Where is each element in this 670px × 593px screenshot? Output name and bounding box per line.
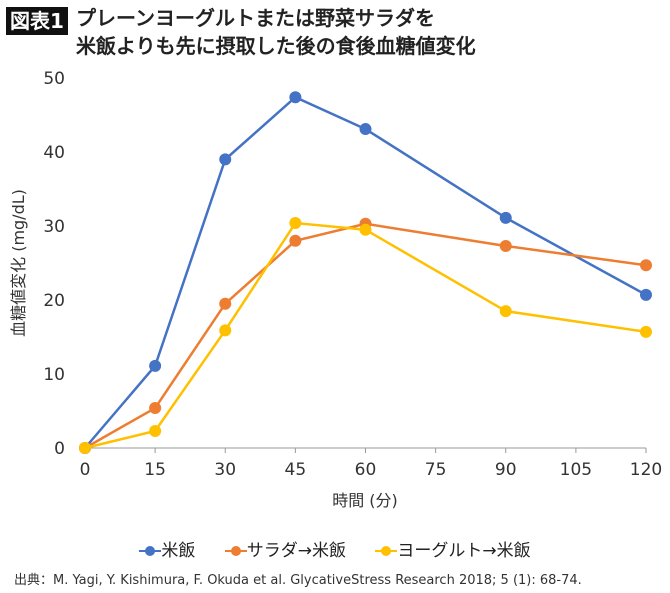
title-line-2: 米飯よりも先に摂取した後の食後血糖値変化 <box>76 34 476 58</box>
x-tick-label: 120 <box>630 460 662 480</box>
y-tick-label: 10 <box>43 365 65 385</box>
data-point <box>219 297 232 310</box>
data-point <box>640 288 652 301</box>
data-point <box>289 91 302 104</box>
series-line <box>84 95 647 449</box>
series-group <box>79 91 652 454</box>
figure-label: 図表1 <box>6 7 68 35</box>
x-tick-label: 90 <box>495 460 517 480</box>
legend-item-rice: 米飯 <box>139 541 195 561</box>
data-point <box>149 359 162 372</box>
x-tick-label: 30 <box>214 460 236 480</box>
data-point <box>640 325 652 338</box>
data-point <box>359 223 372 236</box>
legend-marker-icon <box>375 546 398 556</box>
legend-item-salad: サラダ→米飯 <box>224 541 346 561</box>
x-axis-label: 時間 (分) <box>332 491 398 510</box>
x-tick-label: 60 <box>355 460 377 480</box>
axes: 0 15 30 45 60 75 90 105 120 0 10 20 30 40 50 <box>43 69 662 480</box>
x-tick-label: 105 <box>560 460 592 480</box>
legend-marker-icon <box>224 546 247 556</box>
y-tick-label: 30 <box>43 217 65 237</box>
data-point <box>359 123 372 136</box>
y-tick-label: 50 <box>43 69 65 89</box>
data-point <box>79 442 91 454</box>
title-line-1: プレーンヨーグルトまたは野菜サラダを <box>76 6 435 30</box>
data-point <box>499 211 512 224</box>
data-point <box>289 217 302 230</box>
x-tick-label: 75 <box>425 460 447 480</box>
data-point <box>499 239 512 252</box>
data-point <box>219 153 232 166</box>
x-tick-label: 15 <box>144 460 166 480</box>
chart-title: プレーンヨーグルトまたは野菜サラダを 米飯よりも先に摂取した後の食後血糖値変化 <box>76 4 476 60</box>
x-tick-label: 45 <box>285 460 307 480</box>
y-tick-label: 20 <box>43 291 65 311</box>
legend-marker-icon <box>139 546 162 556</box>
series-2 <box>79 217 652 454</box>
legend: 米飯 サラダ→米飯 ヨーグルト→米飯 <box>0 536 670 561</box>
data-point <box>499 305 512 318</box>
data-point <box>640 259 652 272</box>
y-tick-label: 0 <box>54 439 65 459</box>
data-point <box>289 234 302 247</box>
legend-item-yogurt: ヨーグルト→米飯 <box>375 541 531 561</box>
data-point <box>219 324 232 337</box>
data-point <box>149 424 162 437</box>
legend-label: ヨーグルト→米飯 <box>397 541 531 561</box>
series-line <box>84 221 647 450</box>
data-point <box>149 402 162 415</box>
legend-label: サラダ→米飯 <box>246 541 346 561</box>
x-tick-label: 0 <box>80 460 91 480</box>
y-axis-label: 血糖値変化 (mg/dL) <box>9 189 28 337</box>
source-citation: 出典：M. Yagi, Y. Kishimura, F. Okuda et al… <box>14 573 582 588</box>
y-tick-label: 40 <box>43 143 65 163</box>
legend-label: 米飯 <box>161 541 196 561</box>
series-line <box>84 222 647 450</box>
series-0 <box>79 91 652 454</box>
